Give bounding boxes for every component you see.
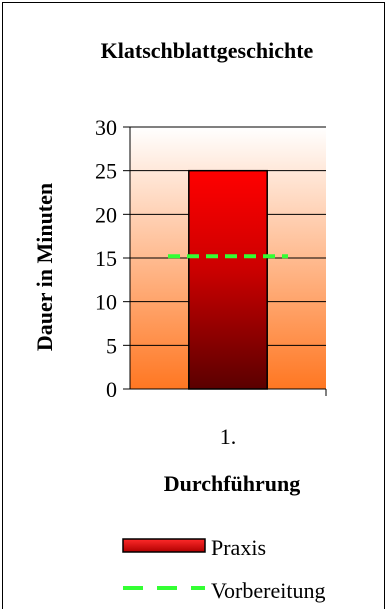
- x-tick-label: 1.: [220, 424, 237, 449]
- x-axis-title: Durchführung: [164, 471, 301, 496]
- legend-label-praxis: Praxis: [211, 535, 266, 560]
- y-tick-label: 5: [106, 333, 117, 358]
- legend-label-vorbereitung: Vorbereitung: [211, 578, 325, 603]
- legend-swatch-praxis: [122, 538, 206, 553]
- y-tick-label: 0: [106, 377, 117, 402]
- y-tick-label: 20: [95, 202, 117, 227]
- bars: [188, 169, 268, 390]
- y-tick-labels: 0 5 10 15 20 25 30: [95, 115, 117, 402]
- y-axis-title: Dauer in Minuten: [32, 183, 57, 351]
- y-tick-label: 25: [95, 159, 117, 184]
- chart-title: Klatschblattgeschichte: [101, 38, 314, 63]
- bar-praxis: [188, 169, 268, 390]
- y-tick-label: 10: [95, 290, 117, 315]
- y-tick-label: 15: [95, 246, 117, 271]
- axes: [123, 126, 327, 396]
- legend: Praxis Vorbereitung: [122, 535, 325, 603]
- y-tick-label: 30: [95, 115, 117, 140]
- x-tick-labels: 1.: [220, 424, 237, 449]
